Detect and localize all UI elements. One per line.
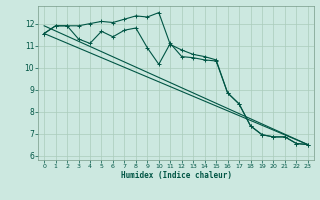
X-axis label: Humidex (Indice chaleur): Humidex (Indice chaleur): [121, 171, 231, 180]
